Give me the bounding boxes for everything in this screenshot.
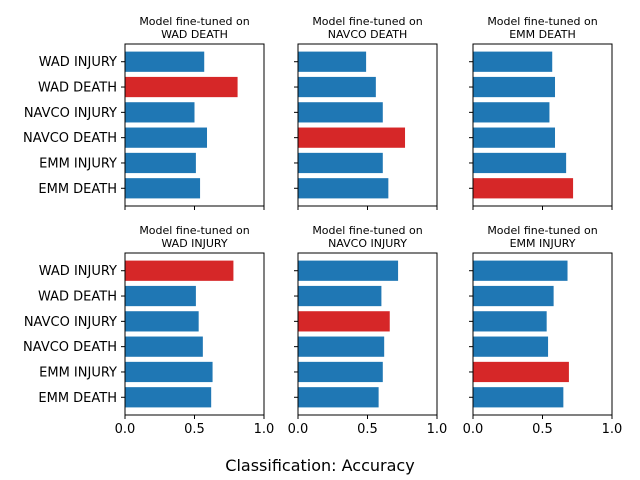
y-tick-label: NAVCO INJURY: [24, 315, 117, 330]
bar: [298, 76, 376, 98]
bar: [125, 51, 205, 72]
y-tick-label: EMM INJURY: [39, 156, 117, 171]
y-tick-label: WAD DEATH: [38, 290, 117, 305]
x-tick-label: 0.5: [184, 422, 205, 437]
bar-highlight: [298, 127, 406, 148]
y-tick-label: WAD DEATH: [38, 81, 117, 96]
panel-title-line2: NAVCO DEATH: [328, 28, 408, 41]
bar: [125, 152, 196, 174]
bar: [473, 260, 568, 281]
bar: [298, 178, 389, 199]
bar-highlight: [125, 76, 238, 98]
x-tick-label: 1.0: [254, 422, 275, 437]
bar: [298, 387, 379, 408]
bar: [473, 311, 547, 332]
bar: [125, 102, 195, 123]
y-tick-label: EMM INJURY: [39, 365, 117, 380]
bar-highlight: [125, 260, 234, 281]
bar: [125, 336, 203, 357]
bar-highlight: [473, 361, 569, 383]
y-tick-label: NAVCO DEATH: [23, 131, 117, 146]
panel-title-line2: NAVCO INJURY: [328, 237, 407, 250]
bar: [473, 387, 564, 408]
panel-title-line1: Model fine-tuned on: [139, 15, 249, 28]
y-tick-label: NAVCO DEATH: [23, 340, 117, 355]
y-tick-label: NAVCO INJURY: [24, 106, 117, 121]
bar: [298, 51, 367, 72]
x-tick-label: 0.5: [357, 422, 378, 437]
x-tick-label: 1.0: [427, 422, 448, 437]
x-tick-label: 0.0: [463, 422, 484, 437]
bar: [298, 152, 383, 174]
bar: [473, 127, 556, 148]
x-axis-label: Classification: Accuracy: [225, 456, 414, 475]
panel-title-line1: Model fine-tuned on: [139, 224, 249, 237]
x-tick-label: 1.0: [602, 422, 623, 437]
panel-title-line1: Model fine-tuned on: [312, 15, 422, 28]
bar: [125, 387, 212, 408]
bar: [298, 361, 383, 383]
bar: [125, 127, 208, 148]
panel-title-line2: EMM INJURY: [510, 237, 576, 250]
y-tick-label: WAD INJURY: [39, 264, 117, 279]
x-tick-label: 0.0: [288, 422, 309, 437]
panel-title-line1: Model fine-tuned on: [312, 224, 422, 237]
bar: [473, 51, 553, 72]
bar: [298, 336, 385, 357]
bar-highlight: [473, 178, 574, 199]
bar: [125, 311, 199, 332]
bar: [125, 285, 196, 307]
panel-title-line1: Model fine-tuned on: [487, 224, 597, 237]
bar: [298, 260, 399, 281]
bar: [298, 102, 383, 123]
bar: [473, 152, 567, 174]
panel-title-line2: WAD INJURY: [161, 237, 227, 250]
bar: [473, 102, 550, 123]
bar: [473, 285, 554, 307]
y-tick-label: EMM DEATH: [38, 182, 117, 197]
bar: [125, 178, 201, 199]
bar: [473, 336, 549, 357]
x-tick-label: 0.0: [115, 422, 136, 437]
bar-highlight: [298, 311, 390, 332]
panel-title-line2: WAD DEATH: [161, 28, 228, 41]
bar: [125, 361, 213, 383]
bar: [298, 285, 382, 307]
panel-title-line2: EMM DEATH: [509, 28, 576, 41]
y-tick-label: EMM DEATH: [38, 391, 117, 406]
panel-title-line1: Model fine-tuned on: [487, 15, 597, 28]
y-tick-label: WAD INJURY: [39, 55, 117, 70]
x-tick-label: 0.5: [532, 422, 553, 437]
bar: [473, 76, 556, 98]
